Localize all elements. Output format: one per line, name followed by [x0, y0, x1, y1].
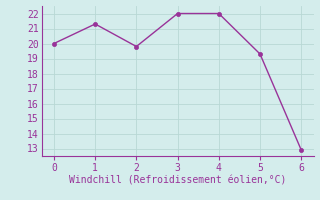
X-axis label: Windchill (Refroidissement éolien,°C): Windchill (Refroidissement éolien,°C)	[69, 176, 286, 186]
